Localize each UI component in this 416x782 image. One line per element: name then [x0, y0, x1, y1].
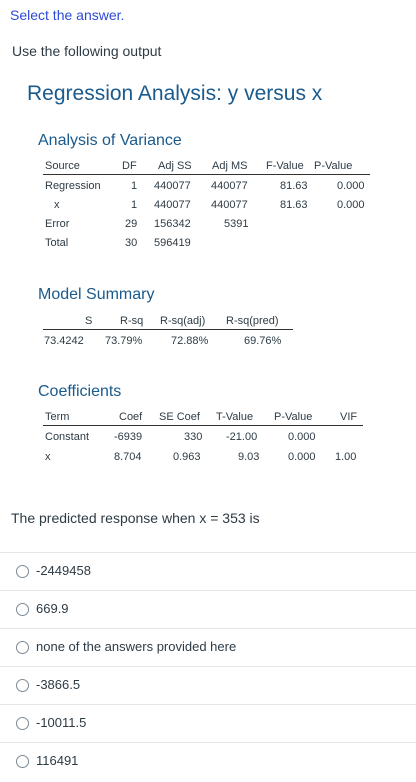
anova-header-rule [43, 174, 370, 175]
option-divider [0, 666, 416, 667]
option-divider [0, 590, 416, 591]
anova-header-adjms: Adj MS [212, 160, 248, 172]
coef-cell: 0.963 [173, 451, 201, 463]
option-divider [0, 742, 416, 743]
option-divider [0, 552, 416, 553]
anova-cell: 596419 [154, 237, 191, 249]
anova-header-fvalue: F-Value [266, 160, 304, 172]
model-summary-table: S R-sq R-sq(adj) R-sq(pred) 73.4242 73.7… [0, 315, 416, 355]
coef-header-vif: VIF [340, 411, 358, 423]
coef-header-rule [43, 425, 363, 426]
anova-table: Source DF Adj SS Adj MS F-Value P-Value … [0, 160, 416, 260]
coef-cell: 1.00 [335, 451, 357, 463]
coef-cell: Constant [45, 431, 90, 443]
coef-cell: 0.000 [288, 431, 316, 443]
coefficients-title: Coefficients [38, 383, 122, 400]
anova-cell: 0.000 [337, 180, 365, 192]
ms-cell: 69.76% [244, 335, 282, 347]
anova-cell: 1 [131, 199, 138, 211]
anova-cell: 156342 [154, 218, 191, 230]
anova-header-pvalue: P-Value [314, 160, 353, 172]
option-label[interactable]: none of the answers provided here [36, 639, 237, 654]
coefficients-table: Term Coef SE Coef T-Value P-Value VIF Co… [0, 411, 416, 471]
ms-header-rsqadj: R-sq(adj) [160, 315, 206, 327]
ms-header-s: S [85, 315, 93, 327]
radio-icon[interactable] [16, 755, 29, 768]
anova-cell: 440077 [154, 199, 191, 211]
anova-cell: 1 [131, 180, 138, 192]
coef-cell: x [45, 451, 51, 463]
anova-cell: x [54, 199, 60, 211]
option-divider [0, 628, 416, 629]
question-text: The predicted response when x = 353 is [11, 510, 260, 526]
anova-cell: 81.63 [280, 199, 308, 211]
coef-header-term: Term [45, 411, 70, 423]
coef-cell: 8.704 [114, 451, 142, 463]
radio-icon[interactable] [16, 717, 29, 730]
anova-cell: 30 [125, 237, 138, 249]
answer-option-1[interactable]: -2449458 [0, 552, 416, 590]
anova-header-df: DF [122, 160, 137, 172]
coef-cell: -21.00 [226, 431, 258, 443]
anova-title: Analysis of Variance [38, 132, 182, 149]
anova-cell: Error [45, 218, 70, 230]
prompt: Select the answer. [10, 7, 125, 23]
answer-option-4[interactable]: -3866.5 [0, 666, 416, 704]
coef-header-coef: Coef [119, 411, 143, 423]
radio-icon[interactable] [16, 603, 29, 616]
anova-header-source: Source [45, 160, 80, 172]
anova-cell: 5391 [224, 218, 249, 230]
intro-text: Use the following output [12, 43, 162, 59]
ms-cell: 73.4242 [44, 335, 84, 347]
radio-icon[interactable] [16, 641, 29, 654]
coef-header-tvalue: T-Value [216, 411, 254, 423]
option-label[interactable]: 116491 [36, 753, 79, 768]
anova-cell: Total [45, 237, 69, 249]
model-summary-title: Model Summary [38, 286, 155, 303]
anova-cell: 440077 [211, 180, 248, 192]
anova-cell: Regression [45, 180, 101, 192]
answer-option-6[interactable]: 116491 [0, 742, 416, 780]
coef-header-pvalue: P-Value [274, 411, 313, 423]
coef-cell: 9.03 [238, 451, 260, 463]
coef-header-secoef: SE Coef [159, 411, 200, 423]
coef-cell: 330 [184, 431, 203, 443]
answer-option-3[interactable]: none of the answers provided here [0, 628, 416, 666]
coef-cell: -6939 [114, 431, 143, 443]
option-label[interactable]: 669.9 [36, 601, 69, 616]
option-divider [0, 704, 416, 705]
option-label[interactable]: -3866.5 [36, 677, 81, 692]
option-label[interactable]: -10011.5 [36, 715, 87, 730]
answer-option-2[interactable]: 669.9 [0, 590, 416, 628]
coef-cell: 0.000 [288, 451, 316, 463]
anova-header-adjss: Adj SS [158, 160, 192, 172]
answer-option-5[interactable]: -10011.5 [0, 704, 416, 742]
radio-icon[interactable] [16, 565, 29, 578]
anova-cell: 440077 [211, 199, 248, 211]
radio-icon[interactable] [16, 679, 29, 692]
ms-cell: 72.88% [171, 335, 209, 347]
ms-cell: 73.79% [105, 335, 143, 347]
ms-header-rule [43, 329, 293, 330]
anova-cell: 0.000 [337, 199, 365, 211]
anova-cell: 440077 [154, 180, 191, 192]
anova-cell: 81.63 [280, 180, 308, 192]
option-label[interactable]: -2449458 [36, 563, 91, 578]
ms-header-rsq: R-sq [120, 315, 144, 327]
page-title: Regression Analysis: y versus x [27, 82, 323, 105]
anova-cell: 29 [125, 218, 138, 230]
ms-header-rsqpred: R-sq(pred) [226, 315, 279, 327]
